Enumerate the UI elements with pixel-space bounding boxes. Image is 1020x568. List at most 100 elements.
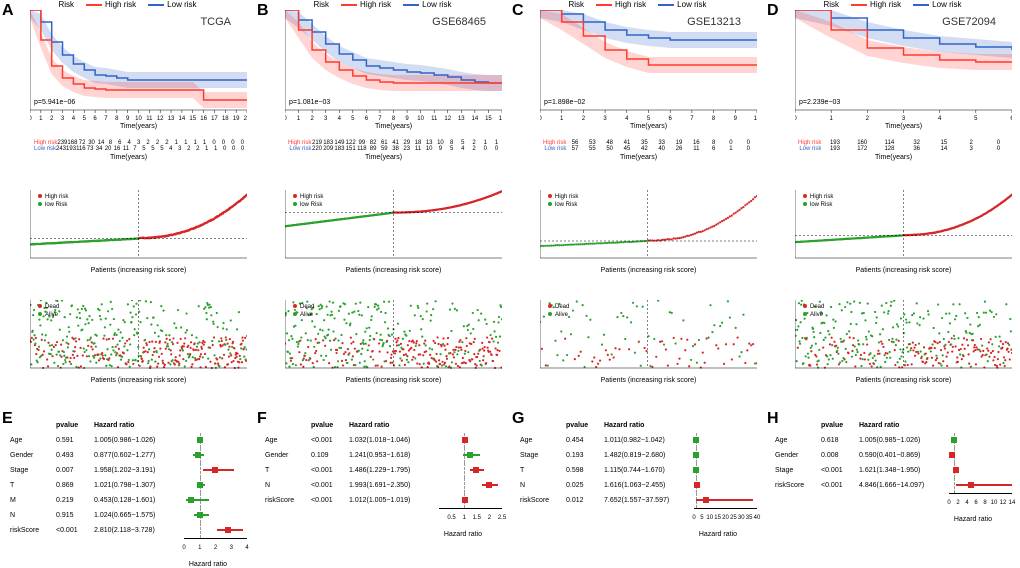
svg-text:0: 0	[540, 116, 542, 122]
svg-text:Dead: Dead	[300, 304, 314, 310]
svg-text:15: 15	[189, 116, 196, 122]
risk-table: High risk193160114321520Low risk19317212…	[775, 140, 1012, 161]
svg-text:3: 3	[61, 116, 65, 122]
status-scatter: Patients (increasing risk score)Survival…	[540, 300, 757, 390]
forest-row: N0.9151.024(0.665−1.575)	[10, 508, 247, 523]
svg-text:12: 12	[157, 116, 164, 122]
risk-table: High risk239168723014864322211110000Low …	[10, 140, 247, 161]
svg-text:10: 10	[417, 116, 424, 122]
km-legend: RiskHigh riskLow risk	[0, 0, 255, 9]
svg-text:Time(years): Time(years)	[120, 123, 157, 130]
forest-row: Gender0.1091.241(0.953−1.618)	[265, 448, 502, 463]
forest-row: Gender0.4930.877(0.602−1.277)	[10, 448, 247, 463]
forest-row: riskScore<0.0012.810(2.118−3.728)	[10, 523, 247, 538]
svg-text:2: 2	[50, 116, 54, 122]
svg-text:11: 11	[146, 116, 153, 122]
svg-text:3: 3	[902, 116, 906, 122]
svg-text:2: 2	[582, 116, 586, 122]
forest-row: Age<0.0011.032(1.018−1.046)	[265, 433, 502, 448]
svg-text:Patients (increasing risk scor: Patients (increasing risk score)	[91, 377, 187, 384]
svg-text:1: 1	[39, 116, 43, 122]
svg-text:Dead: Dead	[810, 304, 824, 310]
svg-text:5: 5	[83, 116, 87, 122]
forest-row: T0.8691.021(0.798−1.307)	[10, 478, 247, 493]
riskscore-plot: Patients (increasing risk score)Risk sco…	[540, 190, 757, 280]
svg-text:8: 8	[712, 116, 716, 122]
svg-text:6: 6	[1010, 116, 1012, 122]
forest-plot: pvalueHazard ratioAge0.5911.005(0.986−1.…	[10, 418, 247, 558]
svg-text:10: 10	[754, 116, 757, 122]
forest-row: N<0.0011.993(1.691−2.350)	[265, 478, 502, 493]
svg-text:Time(years): Time(years)	[630, 123, 667, 130]
svg-text:low Risk: low Risk	[45, 202, 68, 208]
svg-text:Dead: Dead	[45, 304, 59, 310]
svg-text:low Risk: low Risk	[300, 202, 323, 208]
forest-row: riskScore<0.0011.012(1.005−1.019)	[265, 493, 502, 508]
svg-text:Patients (increasing risk scor: Patients (increasing risk score)	[856, 377, 952, 384]
svg-text:16: 16	[200, 116, 207, 122]
svg-text:19: 19	[233, 116, 240, 122]
forest-row: Stage0.0071.958(1.202−3.191)	[10, 463, 247, 478]
svg-text:9: 9	[405, 116, 409, 122]
svg-text:17: 17	[211, 116, 218, 122]
km-plot: 0123456789101112131415160.000.250.500.75…	[285, 10, 502, 130]
svg-text:6: 6	[365, 116, 369, 122]
km-plot: 012345678910111213141516171819200.000.25…	[30, 10, 247, 130]
svg-text:Time(years): Time(years)	[375, 123, 412, 130]
svg-text:4: 4	[625, 116, 629, 122]
forest-row: T0.5981.115(0.744−1.670)	[520, 463, 757, 478]
svg-text:Alive: Alive	[45, 312, 59, 318]
svg-text:Patients (increasing risk scor: Patients (increasing risk score)	[601, 377, 697, 384]
svg-text:4: 4	[338, 116, 342, 122]
svg-text:High risk: High risk	[300, 194, 324, 200]
forest-row: Stage<0.0011.621(1.348−1.950)	[775, 463, 1012, 478]
svg-text:2: 2	[310, 116, 314, 122]
svg-text:High risk: High risk	[45, 194, 69, 200]
risk-table: High risk5653484135331916800Low risk5755…	[520, 140, 757, 161]
svg-text:1: 1	[829, 116, 833, 122]
svg-text:Patients (increasing risk scor: Patients (increasing risk score)	[91, 267, 187, 274]
svg-text:13: 13	[458, 116, 465, 122]
svg-text:9: 9	[126, 116, 130, 122]
svg-text:18: 18	[222, 116, 229, 122]
svg-text:7: 7	[104, 116, 108, 122]
forest-row: riskScore0.0127.652(1.557−37.597)	[520, 493, 757, 508]
svg-text:13: 13	[168, 116, 175, 122]
forest-row: M0.2190.453(0.128−1.601)	[10, 493, 247, 508]
svg-text:Alive: Alive	[810, 312, 824, 318]
svg-text:0: 0	[795, 116, 797, 122]
forest-row: N0.0251.616(1.063−2.455)	[520, 478, 757, 493]
forest-row: riskScore<0.0014.846(1.666−14.097)	[775, 478, 1012, 493]
km-plot: 0123456789100.000.250.500.751.00p=1.898e…	[540, 10, 757, 130]
svg-text:7: 7	[378, 116, 382, 122]
svg-text:1: 1	[560, 116, 564, 122]
km-legend: RiskHigh riskLow risk	[510, 0, 765, 9]
svg-text:20: 20	[244, 116, 247, 122]
svg-text:15: 15	[485, 116, 492, 122]
svg-text:p=5.941e−06: p=5.941e−06	[34, 99, 75, 106]
forest-row: Age0.5911.005(0.986−1.026)	[10, 433, 247, 448]
status-scatter: Patients (increasing risk score)Survival…	[30, 300, 247, 390]
forest-row: Age0.4541.011(0.982−1.042)	[520, 433, 757, 448]
svg-text:16: 16	[499, 116, 502, 122]
svg-text:1: 1	[297, 116, 301, 122]
svg-text:5: 5	[647, 116, 651, 122]
svg-text:12: 12	[444, 116, 451, 122]
km-legend: RiskHigh riskLow risk	[255, 0, 510, 9]
svg-text:Patients (increasing risk scor: Patients (increasing risk score)	[346, 267, 442, 274]
svg-text:2: 2	[866, 116, 870, 122]
svg-text:High risk: High risk	[810, 194, 834, 200]
svg-text:11: 11	[431, 116, 438, 122]
svg-text:4: 4	[938, 116, 942, 122]
risk-table: High risk2191831491229982614129181310852…	[265, 140, 502, 161]
status-scatter: Patients (increasing risk score)Survival…	[795, 300, 1012, 390]
km-plot: 01234560.000.250.500.751.00p=2.239e−03Ti…	[795, 10, 1012, 130]
svg-text:3: 3	[603, 116, 607, 122]
svg-text:Patients (increasing risk scor: Patients (increasing risk score)	[856, 267, 952, 274]
svg-text:6: 6	[669, 116, 673, 122]
svg-text:Dead: Dead	[555, 304, 569, 310]
forest-row: Age0.6181.005(0.985−1.026)	[775, 433, 1012, 448]
forest-plot: pvalueHazard ratioAge<0.0011.032(1.018−1…	[265, 418, 502, 558]
svg-text:5: 5	[351, 116, 355, 122]
forest-row: T<0.0011.486(1.229−1.795)	[265, 463, 502, 478]
